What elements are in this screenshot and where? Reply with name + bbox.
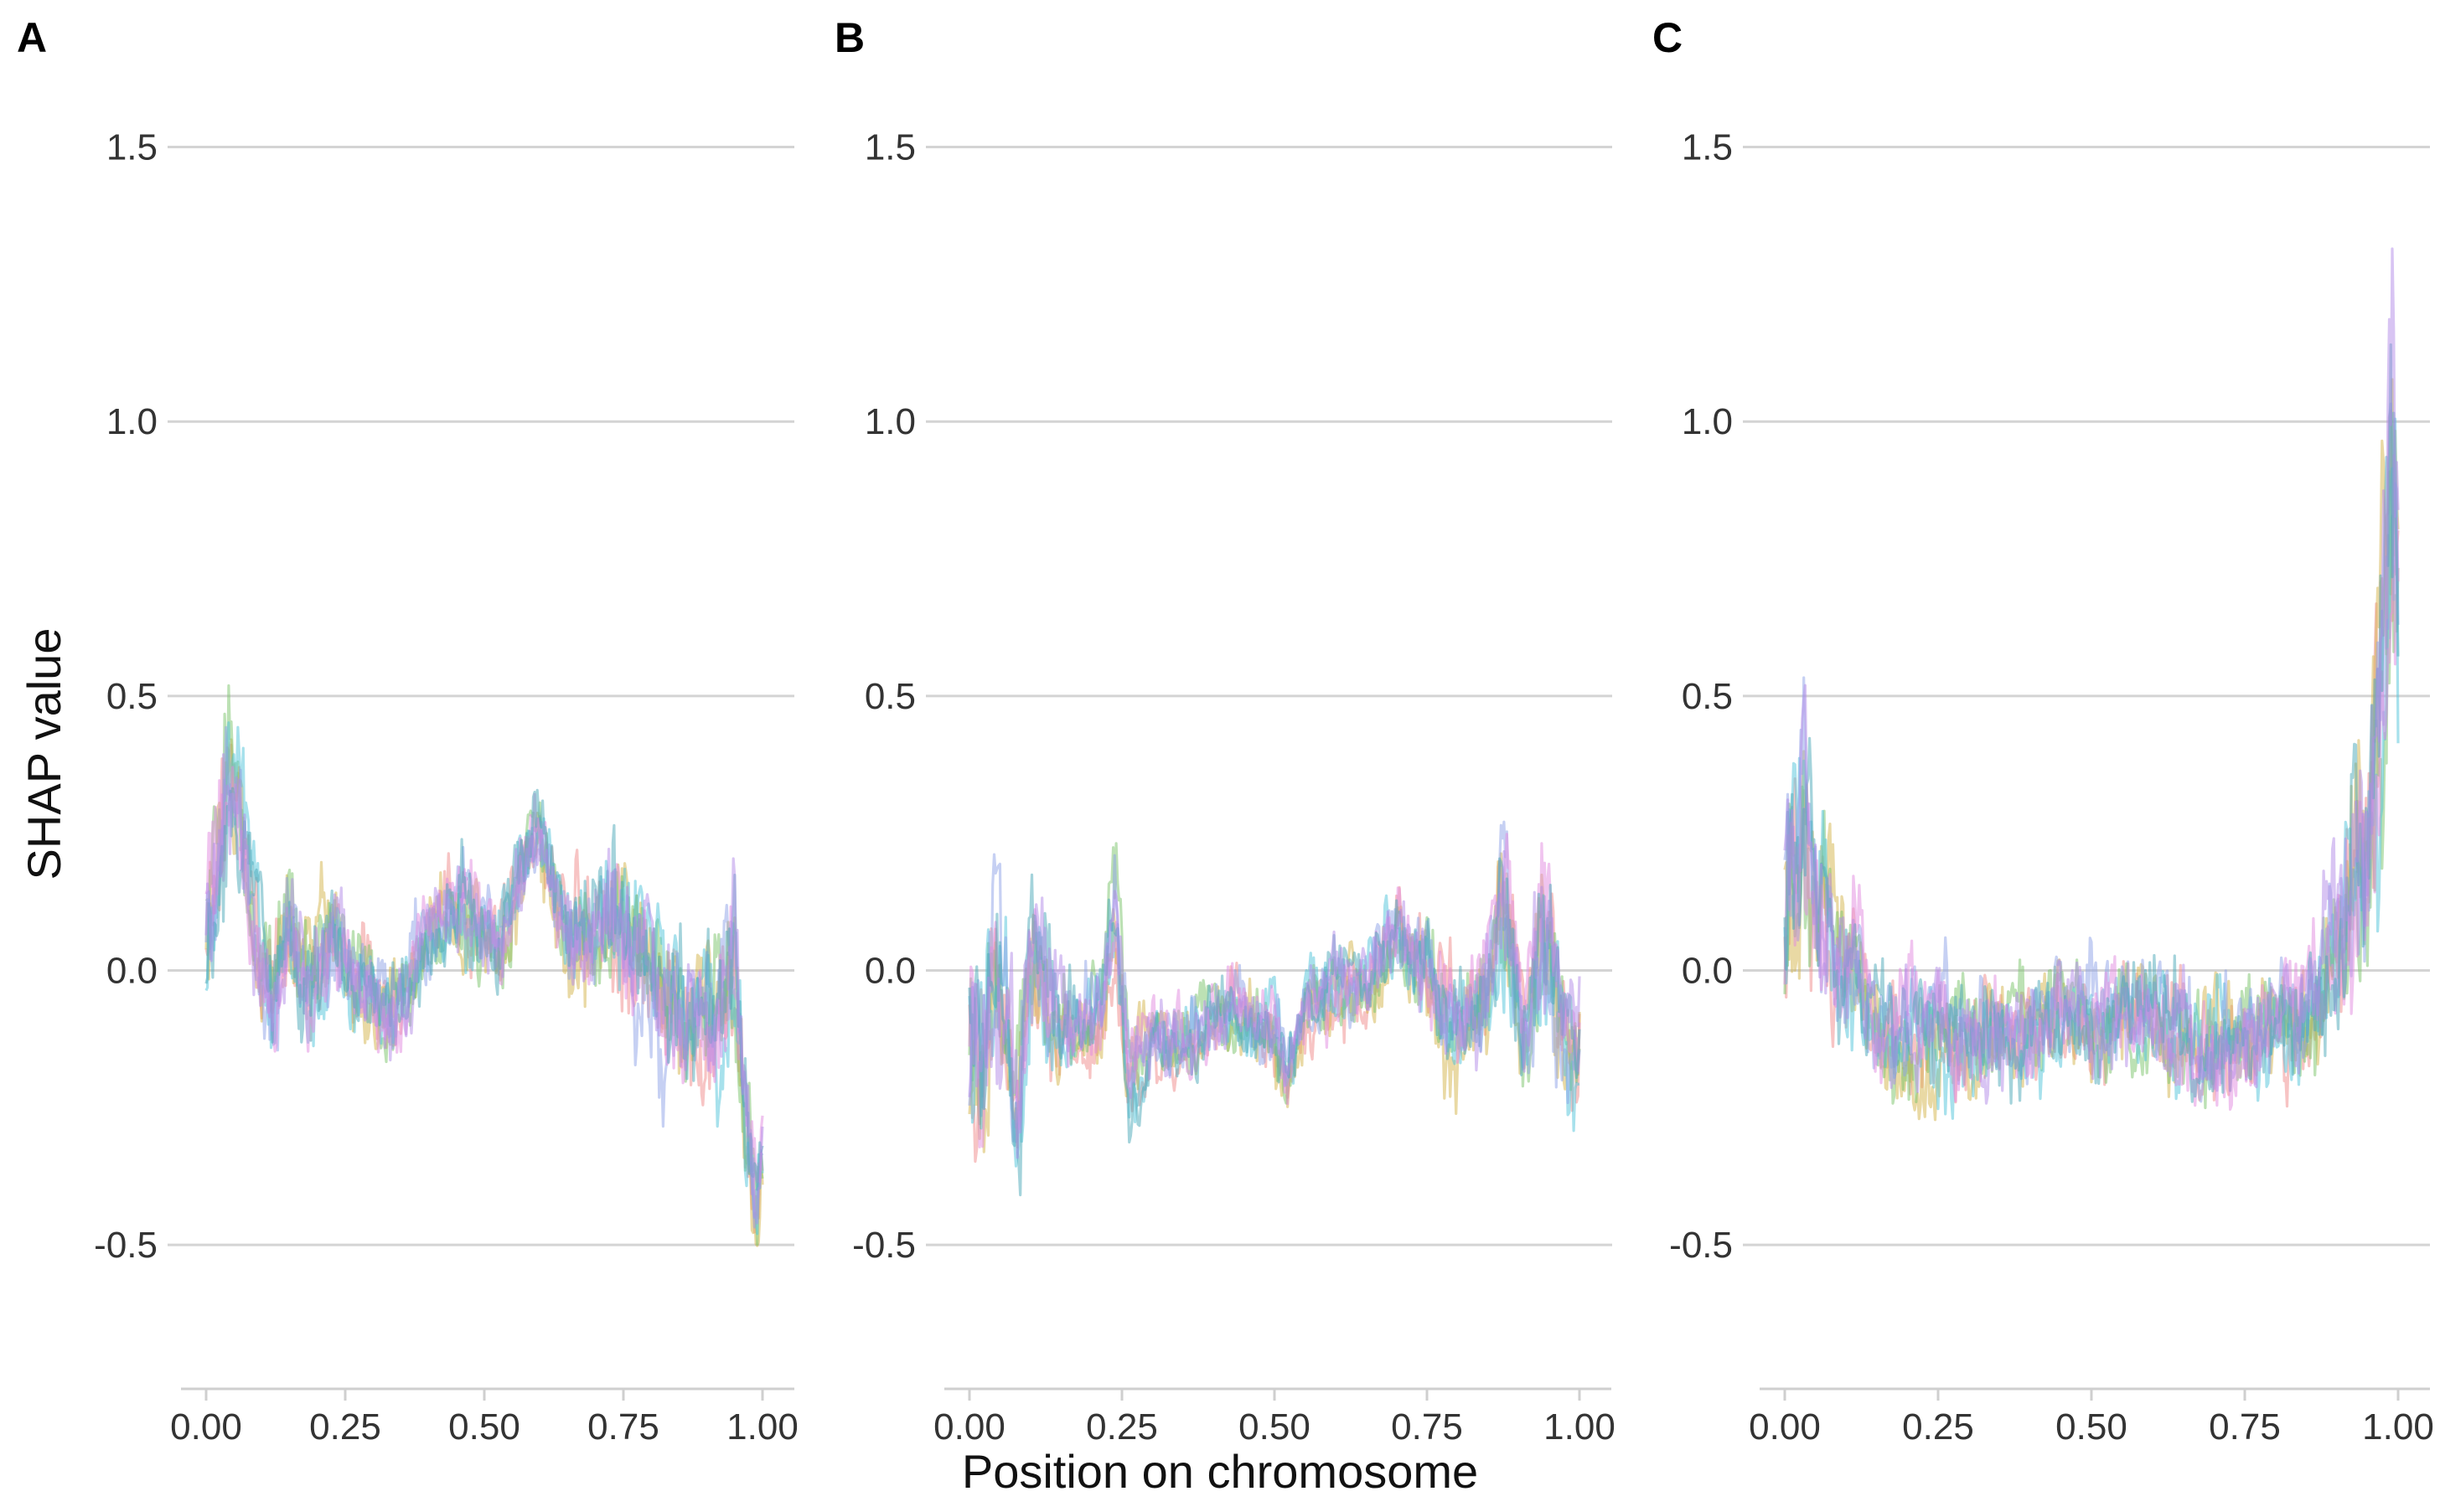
y-tick-label: 0.5 [865, 676, 916, 717]
x-tick-label: 0.75 [587, 1406, 659, 1447]
y-tick-label: 0.5 [106, 676, 158, 717]
series-line [968, 849, 1581, 1159]
y-tick-label: 1.5 [1682, 127, 1733, 168]
series-line [1783, 247, 2400, 1105]
y-tick-label: 1.0 [106, 401, 158, 442]
x-tick-label: 0.00 [170, 1406, 242, 1447]
y-tick-label: 0.5 [1682, 676, 1733, 717]
y-axis-title: SHAP value [18, 628, 70, 880]
x-tick-label: 0.25 [309, 1406, 381, 1447]
y-tick-label: -0.5 [1669, 1225, 1733, 1266]
panel-b: B 1.5 1.0 0.5 0.0 -0.5 0.00 0.25 0.50 0.75 1.00 [835, 14, 1615, 1447]
y-tick-label: 1.0 [865, 401, 916, 442]
y-tick-label: 1.5 [865, 127, 916, 168]
x-tick-label: 1.00 [1543, 1406, 1615, 1447]
x-tick-label: 1.00 [2362, 1406, 2434, 1447]
panel-a: A 1.5 1.0 0.5 0.0 -0.5 0.00 0.25 0.50 0.75 1.00 [17, 14, 799, 1447]
x-axis-title: Position on chromosome [962, 1445, 1478, 1498]
series-line [204, 766, 764, 1184]
panel-letter-b: B [835, 14, 865, 61]
x-tick-label: 0.25 [1902, 1406, 1974, 1447]
y-tick-label: 0.0 [865, 951, 916, 992]
series-line [204, 787, 764, 1191]
y-tick-label: -0.5 [94, 1225, 158, 1266]
series-line [204, 753, 764, 1225]
x-tick-label: 0.50 [2055, 1406, 2127, 1447]
x-tick-label: 0.50 [448, 1406, 520, 1447]
x-tick-label: 0.50 [1238, 1406, 1310, 1447]
x-tick-label: 0.25 [1086, 1406, 1158, 1447]
y-tick-label: -0.5 [852, 1225, 916, 1266]
panels-layer: A 1.5 1.0 0.5 0.0 -0.5 0.00 0.25 0.50 0.75 1.00 B 1.… [17, 14, 2434, 1447]
y-tick-label: 0.0 [106, 951, 158, 992]
x-tick-label: 1.00 [726, 1406, 799, 1447]
y-tick-label: 0.0 [1682, 951, 1733, 992]
x-tick-label: 0.75 [1391, 1406, 1463, 1447]
y-tick-label: 1.5 [106, 127, 158, 168]
panel-c: C 1.5 1.0 0.5 0.0 -0.5 0.00 0.25 0.50 0.75 1.00 [1652, 14, 2434, 1447]
x-tick-label: 0.00 [933, 1406, 1005, 1447]
series-line [1783, 343, 2400, 1105]
x-tick-label: 0.75 [2209, 1406, 2281, 1447]
x-tick-label: 0.00 [1749, 1406, 1821, 1447]
panel-letter-c: C [1652, 14, 1683, 61]
panel-letter-a: A [17, 14, 47, 61]
y-tick-label: 1.0 [1682, 401, 1733, 442]
